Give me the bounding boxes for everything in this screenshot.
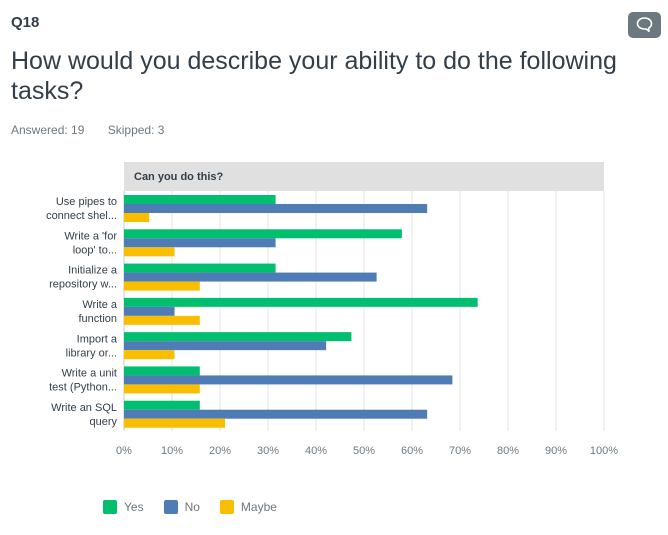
- bar-maybe[interactable]: [124, 281, 200, 291]
- chart-header-bg: [124, 162, 604, 191]
- y-category-label: Write an SQL query: [51, 402, 117, 428]
- legend-label: Yes: [124, 500, 144, 514]
- chart-header-label: Can you do this?: [134, 171, 224, 183]
- bar-maybe[interactable]: [124, 213, 150, 222]
- legend-item-maybe[interactable]: Maybe: [219, 500, 277, 514]
- bar-no[interactable]: [124, 341, 327, 351]
- x-tick-label: 10%: [161, 445, 183, 457]
- bar-yes[interactable]: [124, 195, 276, 204]
- bar-no[interactable]: [124, 238, 276, 248]
- legend-swatch: [103, 500, 117, 514]
- y-category-label: Write a 'for loop' to...: [64, 230, 117, 256]
- question-number: Q18: [11, 14, 40, 31]
- question-title: How would you describe your ability to d…: [11, 47, 617, 105]
- legend-label: Maybe: [240, 500, 277, 514]
- legend-item-no[interactable]: No: [163, 500, 200, 514]
- x-tick-label: 100%: [590, 445, 618, 457]
- bar-maybe[interactable]: [124, 418, 226, 428]
- bar-no[interactable]: [124, 375, 453, 385]
- chart-legend: Yes No Maybe: [103, 500, 297, 514]
- y-category-label: Write a function: [78, 299, 117, 325]
- legend-swatch: [219, 500, 234, 514]
- y-category-label: Use pipes to connect shel...: [46, 196, 117, 222]
- x-tick-label: 40%: [305, 445, 327, 457]
- y-category-label: Initialize a repository w...: [49, 265, 118, 291]
- y-category-label: Import a library or...: [66, 333, 118, 359]
- bar-maybe[interactable]: [124, 247, 175, 257]
- bar-yes[interactable]: [124, 263, 276, 273]
- bar-yes[interactable]: [124, 229, 402, 239]
- bar-no[interactable]: [124, 272, 377, 282]
- skipped-count: Skipped: 3: [107, 123, 165, 137]
- bar-no[interactable]: [124, 204, 428, 213]
- bar-yes[interactable]: [124, 297, 478, 307]
- bar-no[interactable]: [124, 409, 428, 419]
- legend-swatch: [163, 500, 178, 514]
- bar-maybe[interactable]: [124, 315, 200, 325]
- y-category-label: Write a unit test (Python...: [49, 368, 117, 394]
- legend-item-yes[interactable]: Yes: [103, 500, 144, 514]
- x-tick-label: 30%: [257, 445, 279, 457]
- bar-no[interactable]: [124, 306, 175, 316]
- bar-yes[interactable]: [124, 366, 200, 376]
- comment-bubble-icon: [636, 17, 653, 32]
- bar-yes[interactable]: [124, 400, 200, 410]
- response-stats: Answered: 19 Skipped: 3: [11, 123, 184, 137]
- x-tick-label: 90%: [545, 445, 567, 457]
- x-tick-label: 60%: [401, 445, 423, 457]
- bar-yes[interactable]: [124, 332, 352, 342]
- answered-count: Answered: 19: [11, 123, 85, 137]
- x-tick-label: 0%: [116, 445, 132, 457]
- bar-maybe[interactable]: [124, 350, 175, 360]
- x-tick-label: 70%: [449, 445, 471, 457]
- x-tick-label: 20%: [209, 445, 231, 457]
- legend-label: No: [184, 500, 200, 514]
- x-tick-label: 50%: [353, 445, 375, 457]
- bar-maybe[interactable]: [124, 384, 200, 394]
- x-tick-label: 80%: [497, 445, 519, 457]
- comment-button[interactable]: [628, 12, 661, 38]
